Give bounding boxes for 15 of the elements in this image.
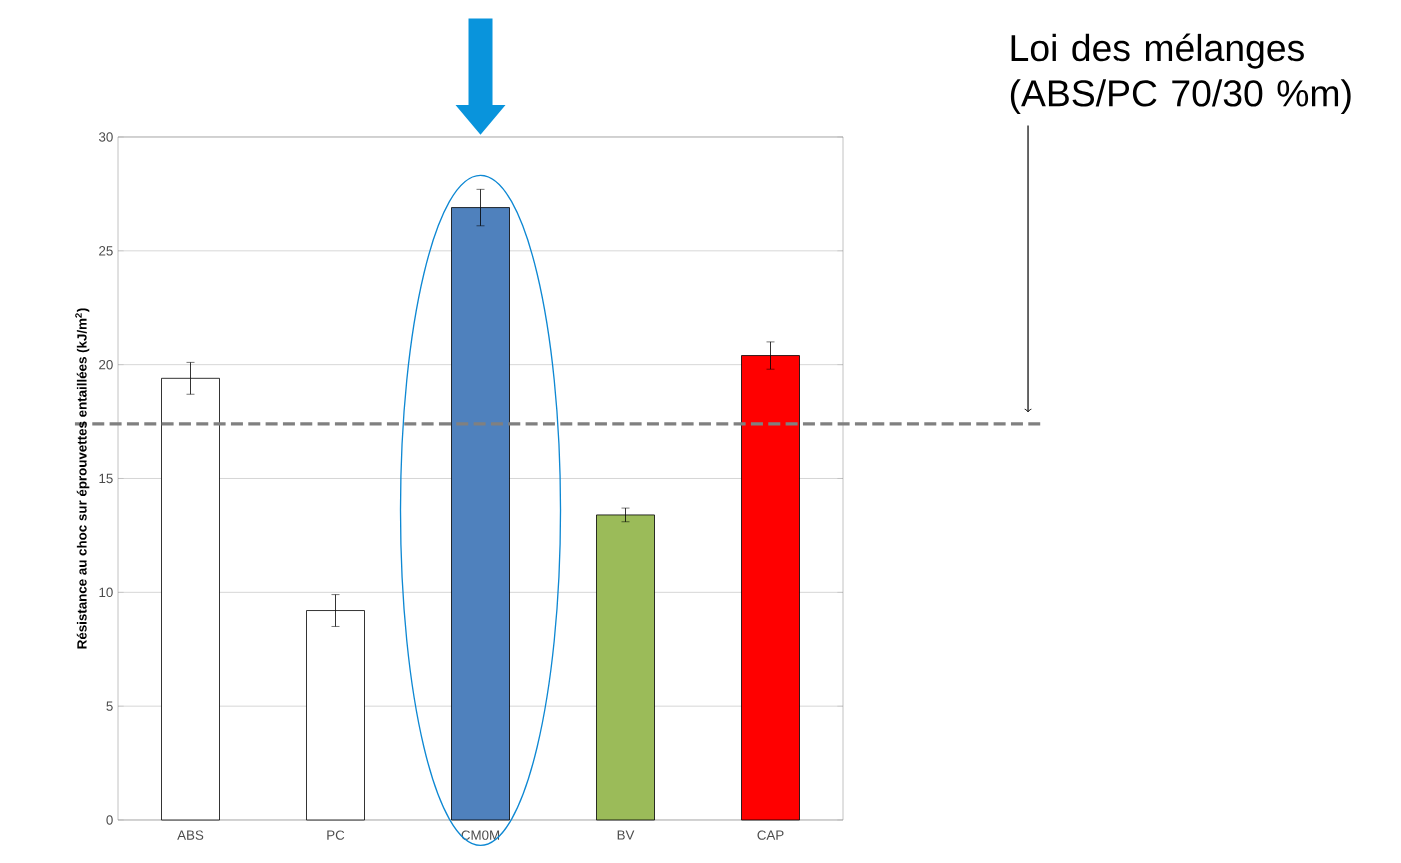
y-tick-label: 30 [98, 132, 113, 142]
x-tick-label: BV [617, 830, 635, 840]
y-axis-title: Résistance au choc sur éprouvettes entaillées (kJ/m$^{2}$) [75, 308, 90, 649]
x-tick-label: CAP [757, 830, 784, 840]
text: Loi des mélanges (ABS/PC 70/30 %m) [1010, 33, 1351, 114]
y-tick-label: 10 [99, 587, 113, 598]
x-tick-label: PC [327, 830, 345, 840]
y-tick-label: 0 [106, 815, 113, 825]
x-tick-label: ABS [177, 830, 204, 840]
y-tick-label: 20 [99, 359, 113, 370]
x-tick-label: CM0M [461, 830, 500, 840]
y-tick-label: 5 [106, 701, 113, 711]
bar [161, 377, 220, 821]
y-tick-label: 25 [99, 246, 113, 256]
y-tick-label: 15 [99, 473, 113, 484]
